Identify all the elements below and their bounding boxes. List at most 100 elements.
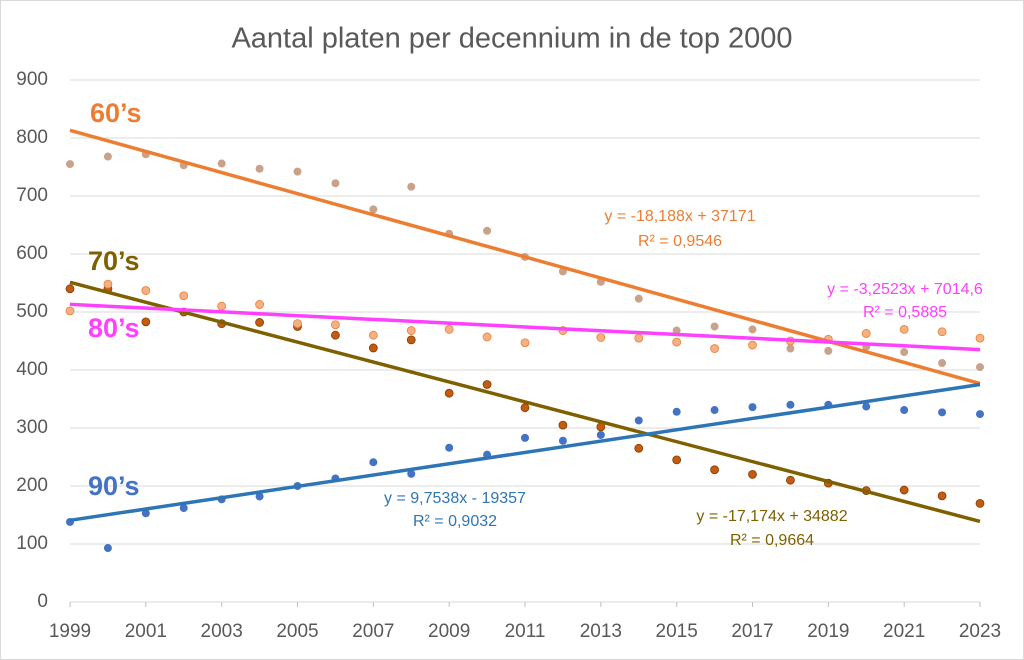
- trend-r2: R² = 0,9032: [413, 513, 497, 530]
- data-point: [369, 205, 378, 214]
- data-point: [710, 344, 719, 353]
- data-point: [634, 333, 644, 343]
- y-tick-label: 800: [16, 127, 48, 148]
- trend-r2: R² = 0,9664: [730, 532, 814, 549]
- x-tick-label: 2011: [505, 621, 546, 642]
- y-tick-label: 300: [16, 417, 48, 438]
- data-point: [141, 509, 150, 518]
- y-tick-label: 700: [16, 185, 48, 206]
- data-point: [407, 182, 416, 191]
- data-point: [710, 406, 719, 415]
- data-point: [482, 380, 492, 389]
- data-point: [672, 407, 681, 416]
- x-tick-label: 2023: [959, 621, 1001, 642]
- data-point: [634, 416, 643, 425]
- data-point: [103, 152, 112, 161]
- data-point: [900, 406, 909, 415]
- data-point: [975, 498, 985, 508]
- y-tick-label: 600: [16, 243, 48, 264]
- data-point: [672, 337, 682, 347]
- data-point: [255, 300, 264, 309]
- y-tick-label: 900: [16, 69, 48, 90]
- data-point: [179, 504, 188, 513]
- x-tick-label: 2017: [731, 621, 773, 642]
- data-point: [103, 544, 112, 553]
- x-tick-label: 2009: [428, 621, 470, 642]
- data-point: [141, 286, 151, 295]
- data-point: [293, 319, 302, 329]
- data-point: [368, 343, 378, 353]
- data-point: [406, 335, 416, 345]
- x-tick-label: 1999: [49, 621, 91, 642]
- x-tick-label: 2021: [883, 621, 925, 642]
- x-tick-label: 2015: [656, 621, 698, 642]
- x-tick-label: 2019: [807, 621, 849, 642]
- data-point: [331, 320, 340, 330]
- series-label: 80’s: [88, 313, 140, 343]
- data-point: [748, 469, 757, 479]
- y-tick-label: 500: [16, 301, 48, 322]
- data-point: [369, 458, 378, 467]
- data-point: [407, 469, 416, 478]
- data-point: [331, 179, 340, 188]
- data-point: [406, 326, 416, 335]
- data-point: [975, 333, 985, 343]
- data-point: [710, 465, 719, 475]
- data-point: [444, 388, 454, 398]
- data-point: [786, 400, 795, 409]
- data-point: [938, 359, 947, 368]
- data-point: [900, 348, 909, 357]
- data-point: [65, 284, 75, 294]
- data-point: [748, 325, 757, 334]
- x-tick-label: 2005: [276, 621, 318, 642]
- data-point: [672, 326, 681, 335]
- trend-r2: R² = 0,9546: [638, 233, 722, 250]
- data-point: [331, 330, 340, 340]
- data-point: [66, 160, 74, 169]
- data-point: [482, 332, 492, 342]
- data-point: [141, 317, 151, 327]
- trend-line: [69, 382, 981, 523]
- data-point: [444, 324, 454, 334]
- data-point: [520, 338, 530, 348]
- data-point: [521, 433, 529, 442]
- data-point: [748, 340, 757, 350]
- data-point: [634, 294, 643, 303]
- data-point: [179, 291, 189, 301]
- series-label: 70’s: [88, 246, 140, 276]
- data-point: [520, 403, 530, 413]
- data-point: [255, 164, 264, 173]
- trend-equation: y = 9,7538x - 19357: [384, 490, 526, 507]
- x-tick-label: 2003: [201, 621, 243, 642]
- data-point: [861, 329, 871, 338]
- trend-equation: y = -18,188x + 37171: [604, 208, 755, 225]
- y-tick-label: 200: [16, 475, 48, 496]
- series-label: 90’s: [88, 471, 140, 501]
- data-point: [976, 363, 984, 372]
- data-point: [103, 279, 113, 289]
- data-point: [368, 330, 378, 340]
- data-point: [255, 318, 264, 327]
- data-point: [634, 443, 644, 453]
- trend-equation: y = -17,174x + 34882: [696, 508, 847, 525]
- data-point: [976, 410, 984, 419]
- chart-title: Aantal platen per decennium in de top 20…: [231, 23, 792, 55]
- y-tick-label: 100: [16, 533, 48, 554]
- data-point: [596, 430, 605, 439]
- y-tick-label: 400: [16, 359, 48, 380]
- trend-line: [69, 280, 981, 524]
- data-point: [255, 492, 264, 501]
- data-point: [938, 408, 947, 417]
- data-point: [558, 436, 567, 445]
- data-point: [65, 306, 75, 316]
- data-point: [748, 403, 757, 412]
- data-point: [937, 491, 947, 501]
- trend-line: [69, 302, 981, 352]
- data-point: [558, 420, 568, 430]
- x-tick-label: 2001: [125, 621, 167, 642]
- trend-r2: R² = 0,5885: [863, 304, 947, 321]
- data-point: [899, 324, 909, 334]
